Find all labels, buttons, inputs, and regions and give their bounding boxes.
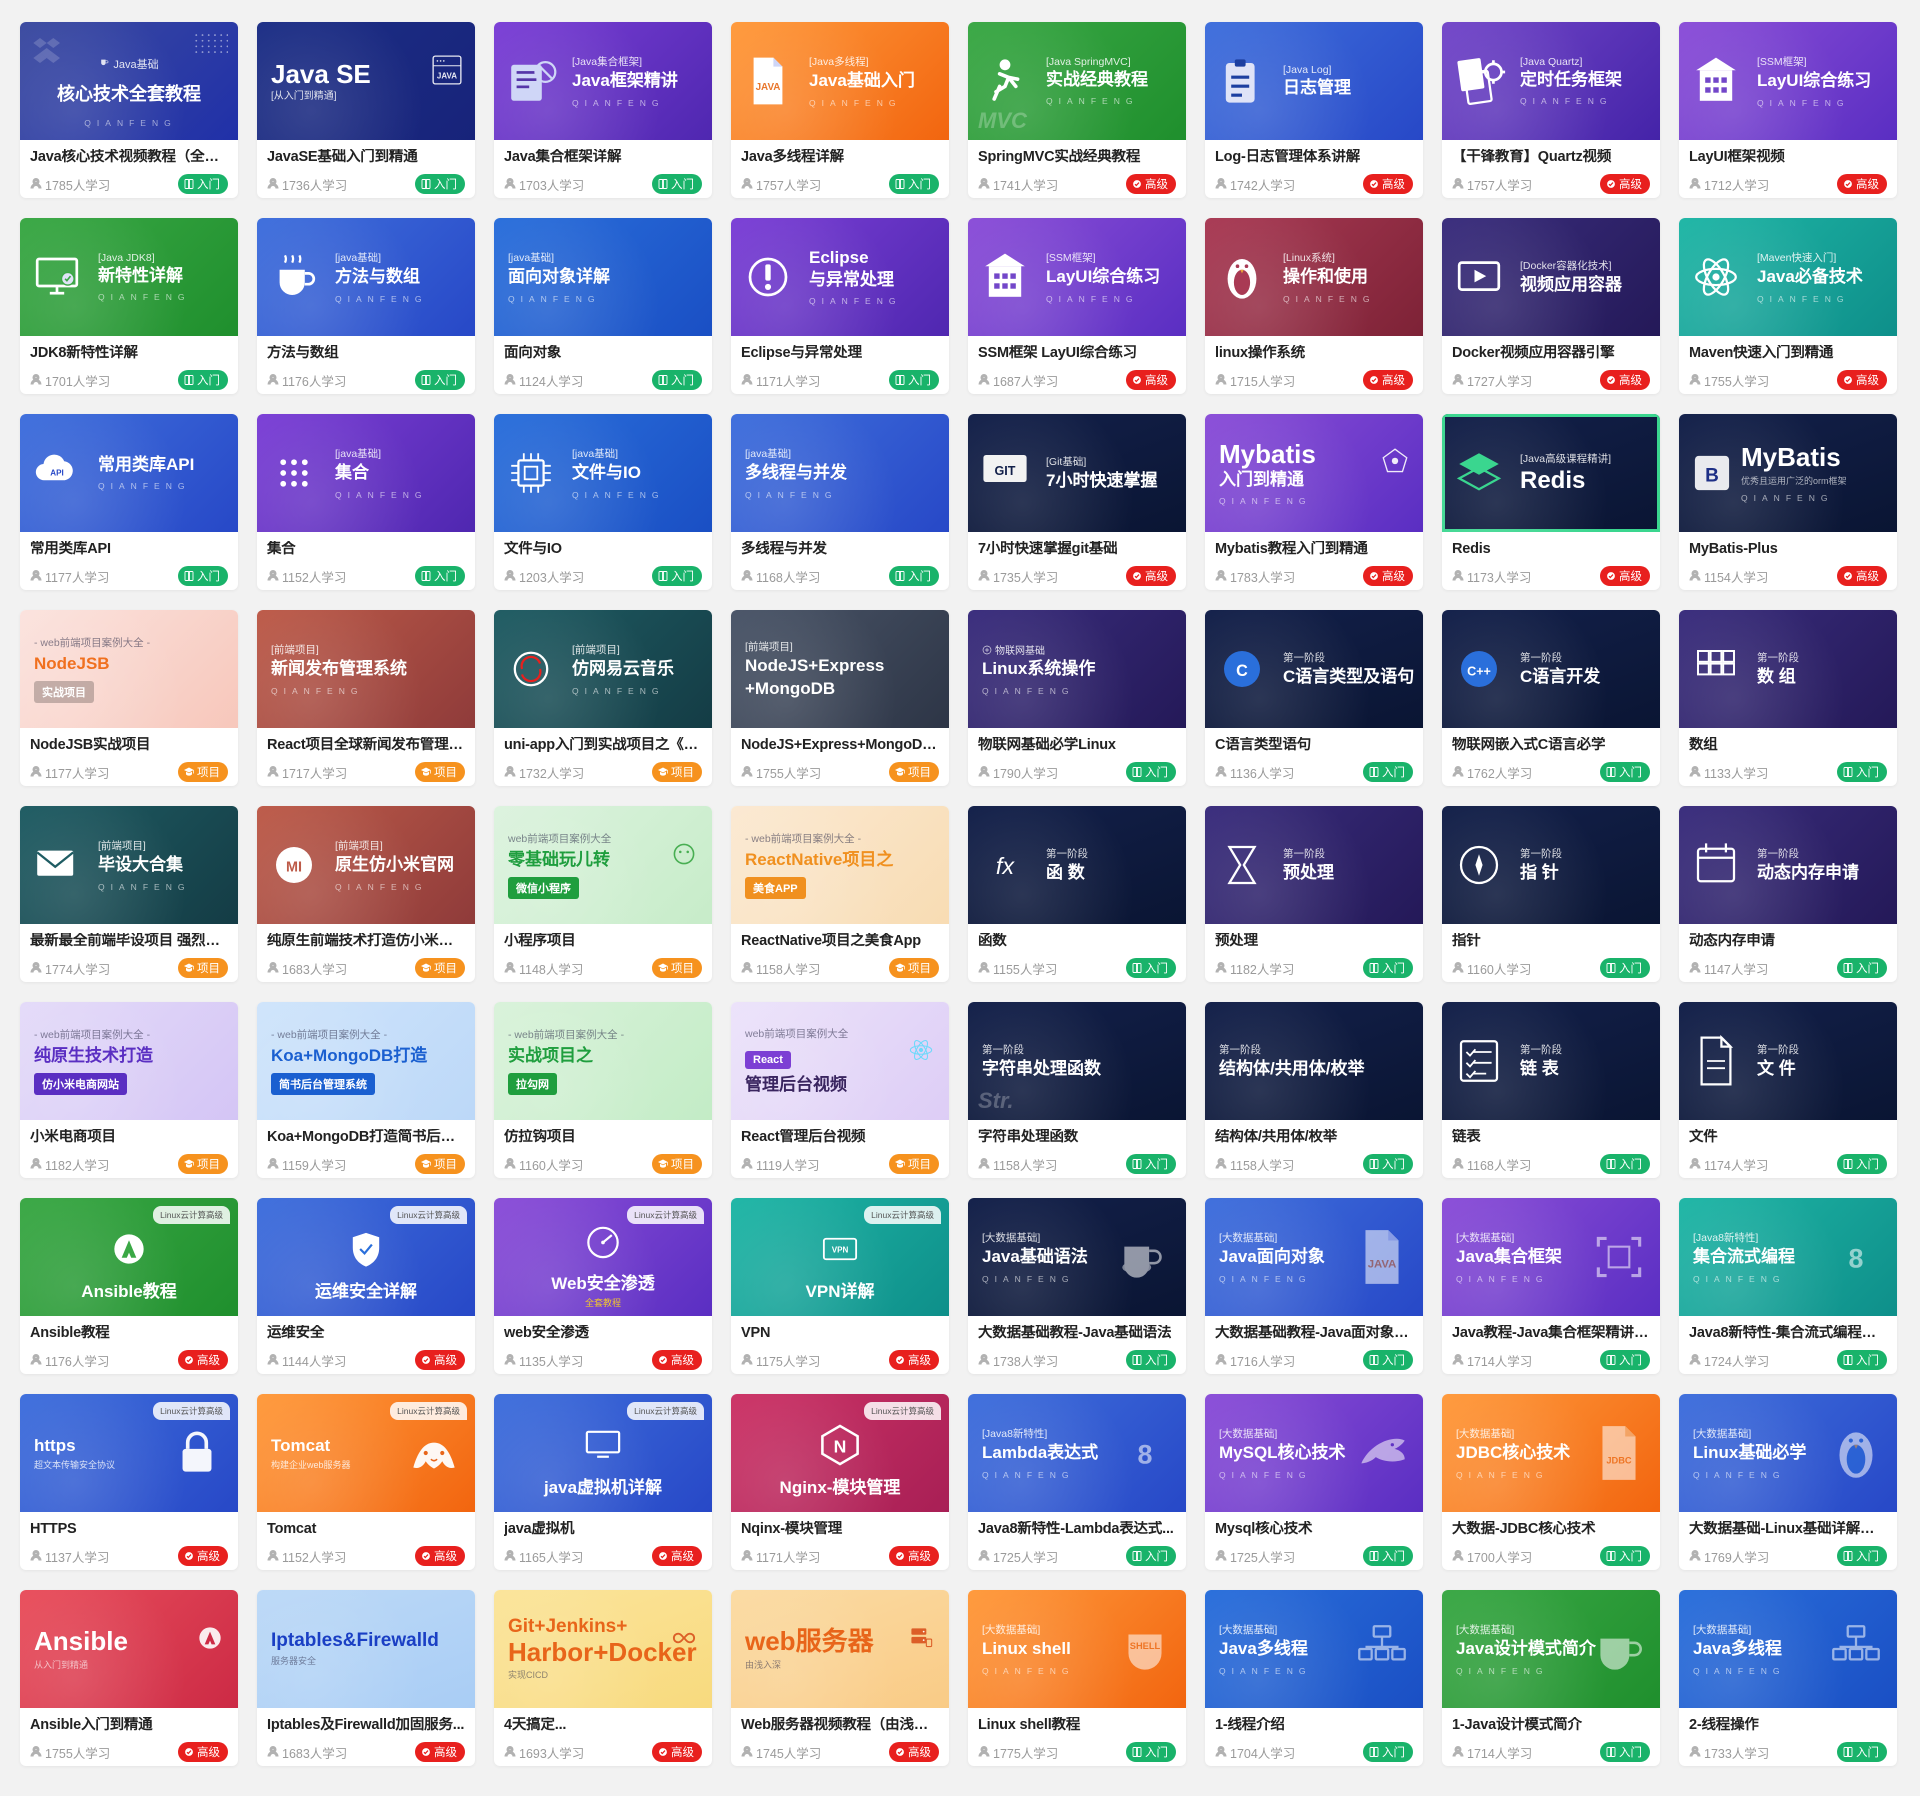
- svg-text:JDBC: JDBC: [1606, 1455, 1632, 1465]
- svg-text:JAVA: JAVA: [756, 82, 781, 93]
- svg-text:fx: fx: [996, 853, 1015, 879]
- svg-text:B: B: [1705, 466, 1719, 487]
- svg-text:8: 8: [1849, 1243, 1864, 1273]
- svg-text:GIT: GIT: [995, 464, 1016, 478]
- svg-text:JAVA: JAVA: [437, 72, 457, 81]
- svg-text:VPN: VPN: [832, 1245, 849, 1254]
- svg-text:C++: C++: [1467, 664, 1491, 678]
- svg-text:C: C: [1236, 662, 1248, 680]
- svg-text:8: 8: [1138, 1439, 1153, 1469]
- svg-text:SHELL: SHELL: [1130, 1641, 1161, 1651]
- svg-text:JAVA: JAVA: [1368, 1258, 1397, 1270]
- svg-text:MI: MI: [286, 859, 302, 875]
- svg-text:API: API: [50, 469, 63, 478]
- svg-text:N: N: [834, 1436, 847, 1456]
